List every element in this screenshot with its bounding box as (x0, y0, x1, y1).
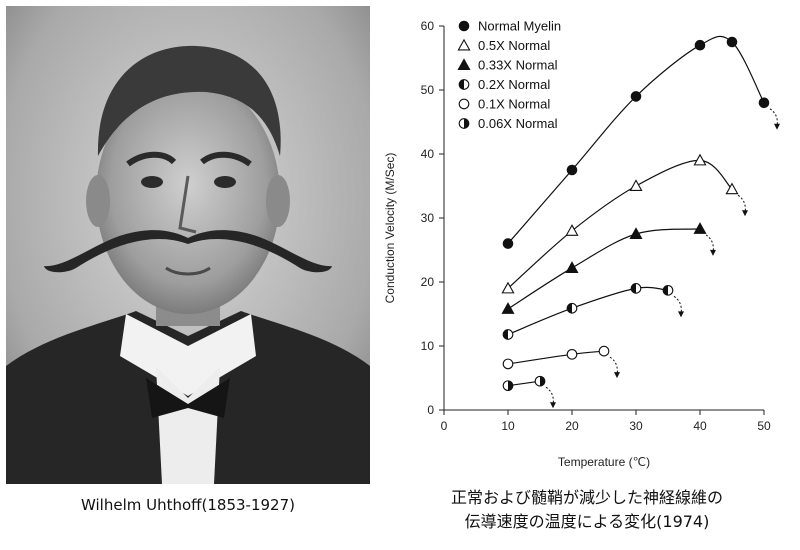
data-point (501, 302, 515, 314)
chart-caption: 正常および髄鞘が減少した神経線維の 伝導速度の温度による変化(1974) (378, 486, 796, 534)
series-line-4 (507, 350, 605, 365)
x-tick-label: 40 (693, 419, 707, 433)
y-tick-label: 50 (421, 83, 435, 97)
x-axis-label: Temperature (℃) (558, 455, 650, 469)
legend-marker (457, 38, 471, 51)
portrait-photo (6, 6, 370, 484)
marker-fill (503, 329, 508, 340)
data-point (629, 179, 643, 192)
chart-caption-line-1: 正常および髄鞘が減少した神経線維の (450, 488, 723, 507)
data-point (566, 348, 578, 360)
legend-marker (458, 98, 470, 110)
chart-axes: 0 10 20 30 40 50 0 10 20 30 40 50 60 Temperature (℃) C… (383, 19, 771, 469)
legend-marker (458, 79, 470, 90)
marker-fill (663, 285, 668, 296)
portrait-image (6, 6, 370, 484)
data-point (630, 91, 642, 102)
data-point (502, 380, 514, 392)
series-line-3 (507, 286, 669, 336)
drop-arrow-head (774, 123, 780, 130)
marker-fill (540, 376, 545, 386)
legend-marker (458, 118, 470, 129)
drop-arrow (545, 386, 554, 406)
marker-fill (464, 118, 469, 129)
legend-marker (458, 20, 470, 32)
y-tick-label: 60 (421, 19, 435, 33)
y-tick-label: 0 (427, 403, 434, 417)
legend-label: 0.33X Normal (478, 58, 558, 73)
data-point (565, 224, 579, 236)
data-point (566, 302, 578, 314)
drop-arrow (737, 194, 746, 214)
legend-label: 0.5X Normal (478, 38, 550, 53)
series-line-1 (507, 159, 733, 289)
chart-legend: Normal Myelin 0.5X Normal 0.33X Normal 0.2X… (457, 19, 561, 131)
series-line-2 (507, 228, 701, 310)
data-point (725, 182, 739, 195)
data-point (598, 345, 610, 357)
legend-label: 0.06X Normal (478, 116, 558, 131)
data-point (629, 227, 643, 240)
x-tick-label: 0 (441, 419, 448, 433)
data-point (693, 153, 707, 166)
y-tick-label: 20 (421, 275, 435, 289)
x-tick-label: 50 (757, 419, 771, 433)
drop-arrow (705, 234, 714, 253)
y-tick-label: 40 (421, 147, 435, 161)
marker-fill (631, 283, 636, 294)
drop-arrow-head (710, 249, 716, 256)
chart-svg: 0 10 20 30 40 50 0 10 20 30 40 50 60 Temperature (℃) C… (383, 19, 780, 469)
data-point (662, 284, 674, 296)
chart-caption-line-2: 伝導速度の温度による変化(1974) (464, 512, 710, 531)
data-point (726, 36, 738, 48)
legend-label: Normal Myelin (478, 19, 561, 34)
drop-arrow (609, 356, 618, 376)
drop-arrow-head (742, 210, 748, 217)
data-point (502, 358, 514, 370)
marker-fill (459, 79, 464, 90)
series-markers (501, 36, 770, 392)
drop-arrows (545, 108, 780, 409)
x-tick-label: 10 (501, 419, 515, 433)
data-point (693, 222, 707, 234)
drop-arrow (769, 108, 778, 127)
y-axis-label: Conduction Velocity (M/Sec) (383, 153, 397, 304)
data-point (501, 281, 515, 294)
data-point (566, 164, 578, 176)
drop-arrow-head (678, 311, 684, 318)
drop-arrow-head (550, 402, 556, 409)
legend-label: 0.1X Normal (478, 97, 550, 112)
data-point (694, 39, 706, 51)
y-tick-label: 10 (421, 339, 435, 353)
data-point (534, 375, 546, 387)
drop-arrow (673, 295, 682, 315)
legend-label: 0.2X Normal (478, 77, 550, 92)
marker-fill (508, 380, 513, 391)
marker-fill (567, 303, 572, 314)
x-tick-label: 30 (629, 419, 643, 433)
data-point (502, 238, 514, 249)
data-point (565, 261, 579, 273)
conduction-velocity-chart: 0 10 20 30 40 50 0 10 20 30 40 50 60 Temperature (℃) C… (378, 6, 796, 482)
data-point (630, 283, 642, 294)
y-tick-label: 30 (421, 211, 435, 225)
legend-marker (457, 58, 471, 71)
drop-arrow-head (614, 372, 620, 379)
data-point (758, 97, 770, 109)
data-point (502, 329, 514, 340)
x-tick-label: 20 (565, 419, 579, 433)
portrait-caption: Wilhelm Uhthoff(1853-1927) (81, 496, 295, 514)
